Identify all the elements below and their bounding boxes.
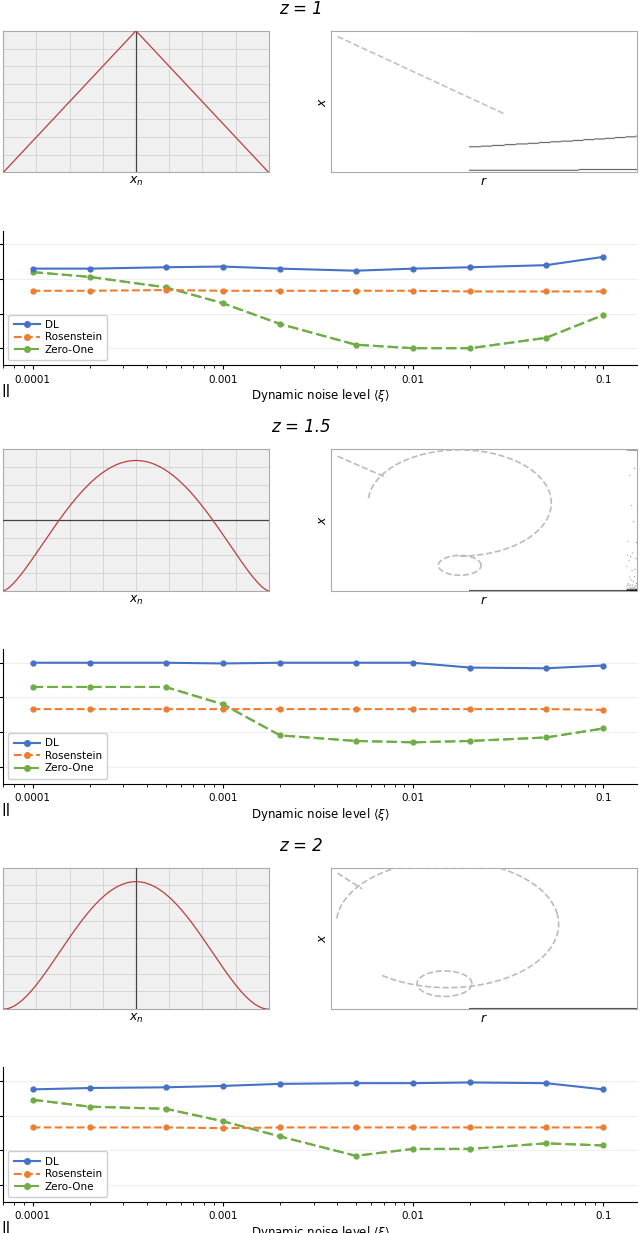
FancyBboxPatch shape <box>332 868 469 1009</box>
Legend: DL, Rosenstein, Zero-One: DL, Rosenstein, Zero-One <box>8 1152 107 1197</box>
X-axis label: Dynamic noise level $\langle\xi\rangle$: Dynamic noise level $\langle\xi\rangle$ <box>250 387 390 404</box>
X-axis label: Dynamic noise level $\langle\xi\rangle$: Dynamic noise level $\langle\xi\rangle$ <box>250 1224 390 1233</box>
FancyBboxPatch shape <box>332 31 469 173</box>
Title: z = 1.5: z = 1.5 <box>271 418 330 436</box>
Text: ||: || <box>2 1221 11 1233</box>
X-axis label: $x_n$: $x_n$ <box>129 175 143 189</box>
Title: z = 2: z = 2 <box>278 837 323 854</box>
X-axis label: $r$: $r$ <box>480 1012 488 1025</box>
X-axis label: $x_n$: $x_n$ <box>129 593 143 607</box>
X-axis label: $x_n$: $x_n$ <box>129 1012 143 1025</box>
Legend: DL, Rosenstein, Zero-One: DL, Rosenstein, Zero-One <box>8 732 107 778</box>
Title: z = 1: z = 1 <box>278 0 323 18</box>
Text: ||: || <box>2 385 11 397</box>
X-axis label: Dynamic noise level $\langle\xi\rangle$: Dynamic noise level $\langle\xi\rangle$ <box>250 805 390 822</box>
Text: ||: || <box>2 803 11 816</box>
Y-axis label: $x$: $x$ <box>316 96 329 106</box>
Y-axis label: $x$: $x$ <box>316 515 329 525</box>
Legend: DL, Rosenstein, Zero-One: DL, Rosenstein, Zero-One <box>8 314 107 360</box>
X-axis label: $r$: $r$ <box>480 175 488 189</box>
FancyBboxPatch shape <box>332 449 469 591</box>
X-axis label: $r$: $r$ <box>480 593 488 607</box>
Y-axis label: $x$: $x$ <box>316 933 329 943</box>
